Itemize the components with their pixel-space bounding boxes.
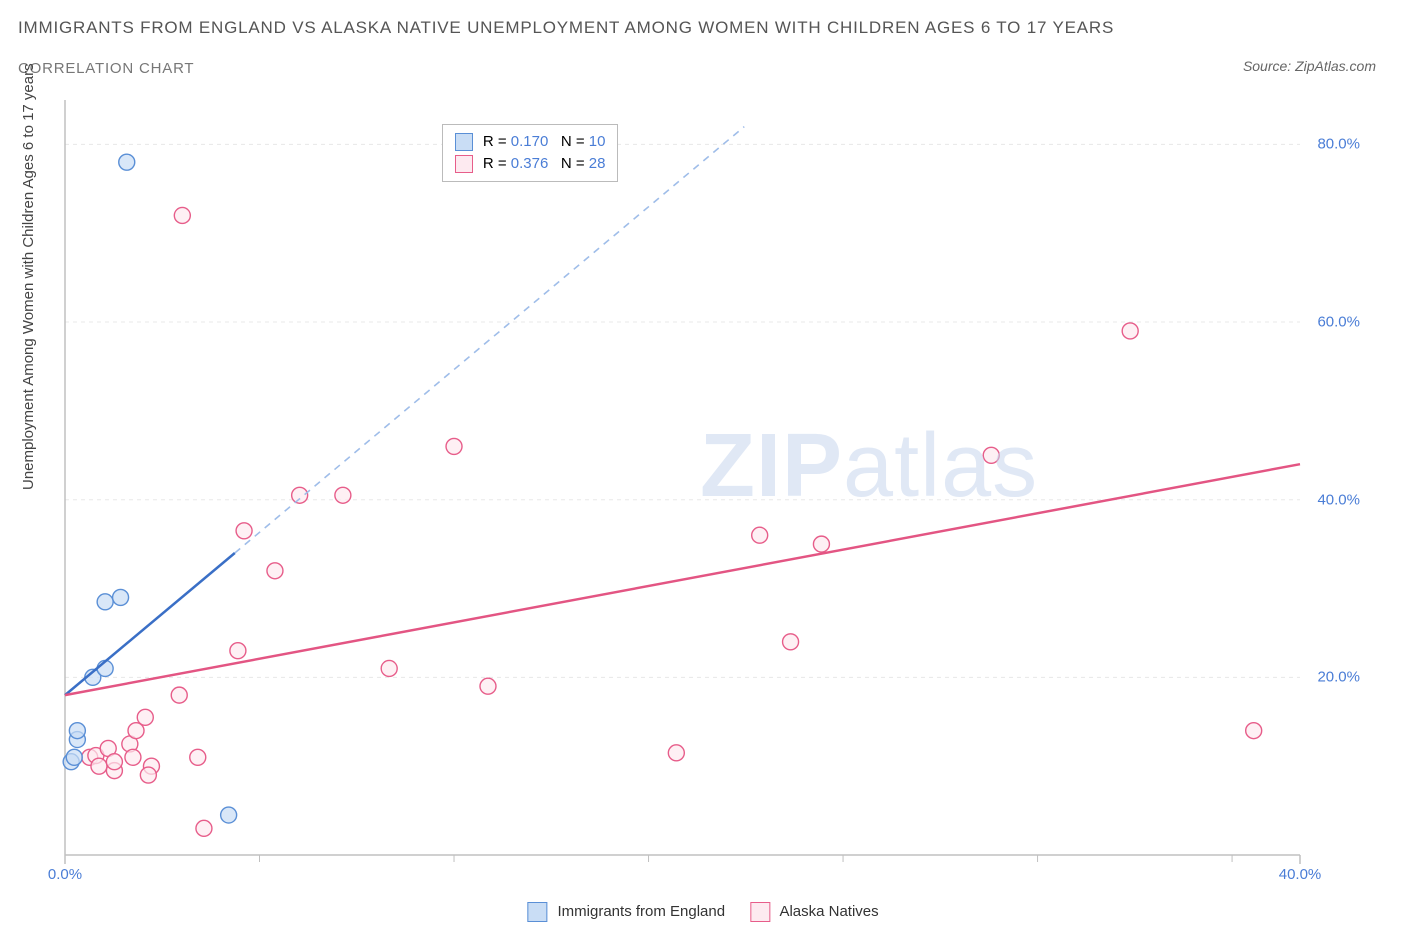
y-tick-label: 40.0% [1317,491,1360,508]
stat-r-value: 0.170 [511,133,549,150]
chart-area: ZIPatlas R = 0.170 N = 10 R = 0.376 N = … [60,95,1370,885]
chart-subtitle: CORRELATION CHART [18,60,194,77]
stat-n-value: 28 [589,155,606,172]
correlation-stats-box: R = 0.170 N = 10 R = 0.376 N = 28 [442,124,619,182]
legend-item-alaska: Alaska Natives [750,902,879,922]
x-tick-label: 40.0% [1279,866,1322,883]
legend-item-england: Immigrants from England [527,902,725,922]
stat-row: R = 0.376 N = 28 [455,153,606,175]
page-title: IMMIGRANTS FROM ENGLAND VS ALASKA NATIVE… [18,18,1114,38]
legend-label-alaska: Alaska Natives [779,903,878,920]
stat-row: R = 0.170 N = 10 [455,131,606,153]
scatter-plot [60,95,1370,885]
legend-bottom: Immigrants from England Alaska Natives [527,902,878,922]
x-tick-label: 0.0% [48,866,82,883]
stat-swatch-icon [455,133,473,151]
stat-swatch-icon [455,155,473,173]
legend-swatch-england [527,902,547,922]
stat-n-value: 10 [589,133,606,150]
legend-swatch-alaska [750,902,770,922]
source-label: Source: ZipAtlas.com [1243,58,1376,74]
y-tick-label: 60.0% [1317,314,1360,331]
y-tick-label: 20.0% [1317,669,1360,686]
y-axis-label: Unemployment Among Women with Children A… [20,63,37,490]
stat-r-value: 0.376 [511,155,549,172]
y-tick-label: 80.0% [1317,136,1360,153]
legend-label-england: Immigrants from England [558,903,726,920]
